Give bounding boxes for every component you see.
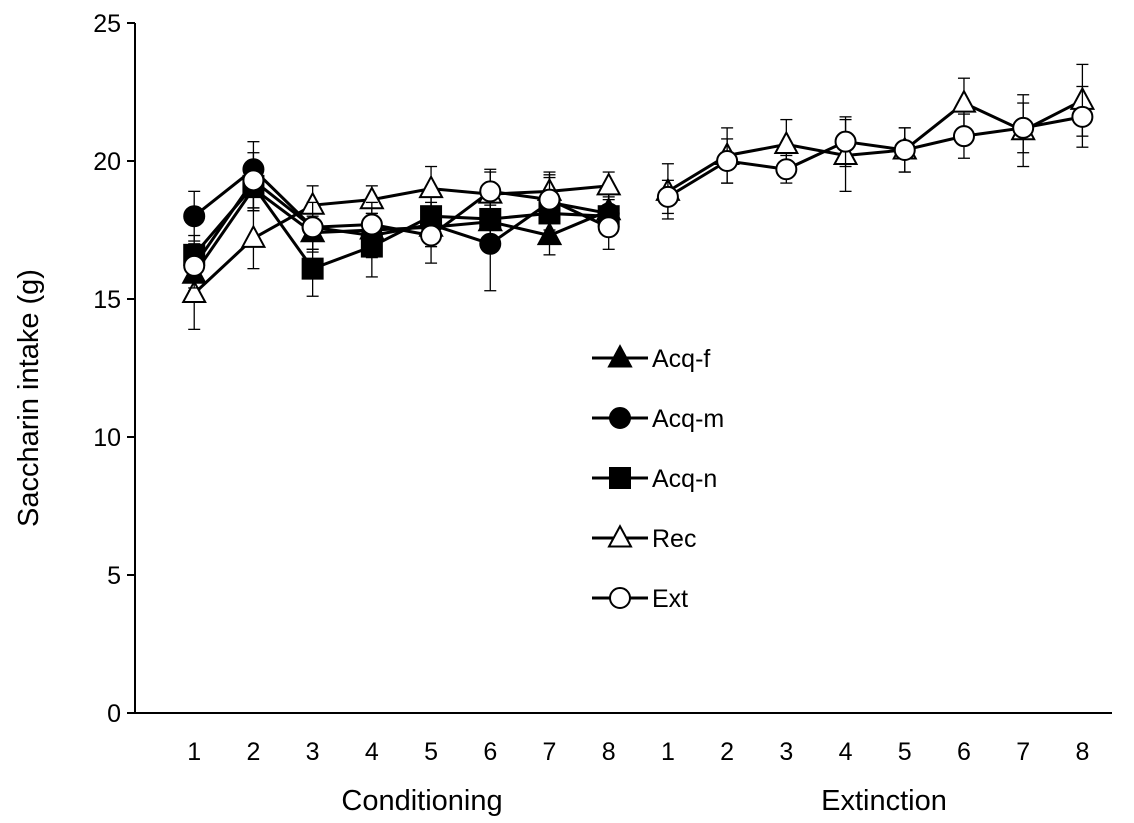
- x-tick-label: 7: [543, 738, 557, 766]
- point-rec: [418, 174, 444, 199]
- x-tick-label: 4: [839, 738, 853, 766]
- x-tick-label: 8: [602, 738, 616, 766]
- legend-item-acq-f: Acq-f: [592, 344, 710, 373]
- legend-marker-ext: [609, 587, 631, 609]
- x-tick-label: 3: [779, 738, 793, 766]
- legend-item-acq-m: Acq-m: [592, 405, 724, 433]
- x-tick-labels: 1 2 3 4 5 6 7 8 1 2 3 4 5 6 7 8: [187, 738, 1089, 766]
- legend-marker-acq-n: [609, 467, 631, 489]
- series-line-rec: [193, 184, 609, 295]
- x-tick-label: 5: [424, 738, 438, 766]
- y-axis-title: Saccharin intake (g): [13, 269, 45, 527]
- y-tick-label: 10: [93, 424, 121, 452]
- point-ext: [893, 138, 916, 161]
- point-ext: [183, 254, 206, 277]
- series-rec: [181, 63, 1096, 331]
- x-tick-label: 5: [898, 738, 912, 766]
- x-phase-label-conditioning: Conditioning: [341, 785, 502, 817]
- point-ext: [656, 185, 679, 208]
- x-phase-label-extinction: Extinction: [821, 785, 947, 817]
- point-ext: [242, 169, 265, 192]
- point-ext: [952, 125, 975, 148]
- x-tick-label: 3: [306, 738, 320, 766]
- y-tick-label: 0: [107, 700, 121, 728]
- x-tick-label: 6: [483, 738, 497, 766]
- legend-label-rec: Rec: [652, 525, 696, 553]
- point-ext: [479, 180, 502, 203]
- point-ext: [1012, 116, 1035, 139]
- legend-marker-rec: [607, 524, 633, 548]
- point-ext: [538, 188, 561, 211]
- legend-label-acq-m: Acq-m: [652, 405, 724, 433]
- x-tick-label: 1: [187, 738, 201, 766]
- x-tick-label: 8: [1075, 738, 1089, 766]
- legend-label-acq-f: Acq-f: [652, 345, 710, 373]
- x-tick-label: 2: [246, 738, 260, 766]
- plot-area: [181, 63, 1096, 331]
- point-ext: [775, 158, 798, 181]
- x-tick-label: 1: [661, 738, 675, 766]
- point-rec: [951, 89, 977, 113]
- point-ext: [834, 130, 857, 153]
- legend-marker-acq-m: [609, 407, 631, 429]
- point-ext: [1071, 105, 1094, 128]
- legend-item-ext: Ext: [592, 585, 688, 613]
- x-tick-label: 2: [720, 738, 734, 766]
- point-ext: [716, 150, 739, 172]
- point-ext: [420, 224, 443, 247]
- axes: [127, 22, 1112, 714]
- point-rec: [596, 171, 622, 196]
- legend: Acq-f Acq-m Acq-n Rec Ext: [592, 344, 724, 613]
- point-ext: [360, 213, 383, 236]
- point-acq-m: [183, 205, 206, 228]
- legend-marker-acq-f: [607, 344, 633, 368]
- y-tick-label: 25: [93, 10, 121, 38]
- x-tick-label: 7: [1016, 738, 1030, 766]
- y-tick-labels: 0 5 10 15 20 25: [93, 10, 121, 728]
- x-tick-label: 6: [957, 738, 971, 766]
- x-tick-label: 4: [365, 738, 379, 766]
- point-ext: [301, 216, 324, 239]
- legend-item-rec: Rec: [592, 524, 696, 553]
- y-tick-label: 15: [93, 286, 121, 314]
- y-tick-label: 5: [107, 562, 121, 590]
- series-ext: [183, 85, 1094, 289]
- legend-label-acq-n: Acq-n: [652, 465, 717, 493]
- legend-label-ext: Ext: [652, 585, 688, 613]
- y-tick-label: 20: [93, 148, 121, 176]
- point-ext: [597, 216, 620, 239]
- legend-item-acq-n: Acq-n: [592, 465, 717, 493]
- point-rec: [240, 224, 267, 248]
- point-rec: [181, 279, 207, 304]
- point-acq-n: [301, 257, 324, 280]
- point-rec: [773, 130, 800, 154]
